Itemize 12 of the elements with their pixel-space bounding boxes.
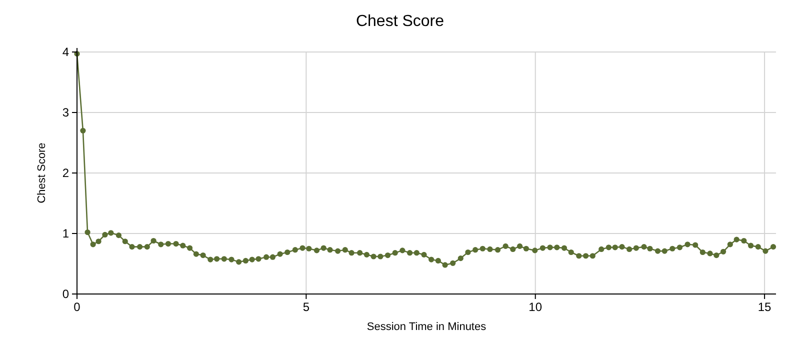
x-tick-label: 15 [758,300,772,314]
x-tick-label: 5 [302,300,310,314]
y-tick-label: 3 [62,106,70,120]
y-tick-label: 2 [62,166,70,180]
y-tick-label: 0 [62,287,70,301]
x-tick-label: 10 [528,300,542,314]
x-tick-label: 0 [74,300,81,314]
chart-title: Chest Score [356,13,444,30]
x-axis-title: Session Time in Minutes [366,321,487,333]
y-axis-title: Chest Score [36,142,48,204]
y-tick-label: 4 [62,45,70,59]
y-tick-label: 1 [62,226,70,240]
